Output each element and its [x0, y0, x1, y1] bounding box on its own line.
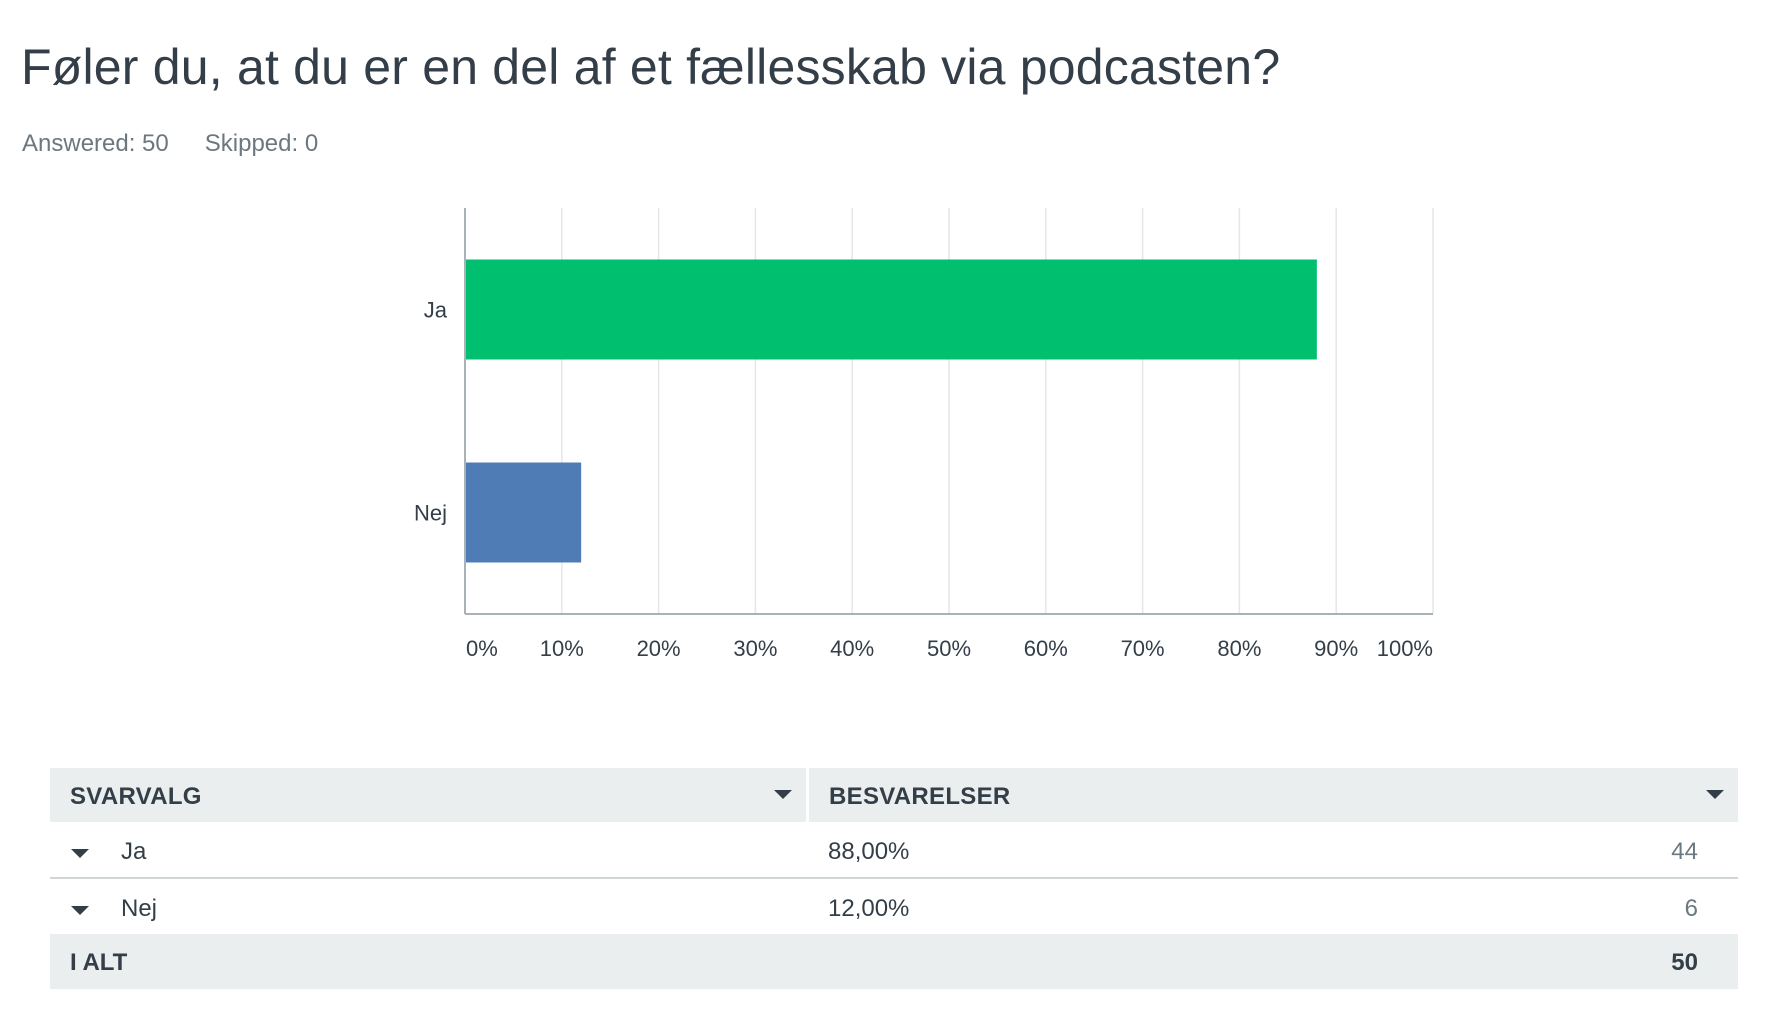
results-table: SVARVALG BESVARELSER Ja 88,00% 44 Nej 12…	[50, 768, 1738, 989]
column-header-label: SVARVALG	[70, 783, 202, 810]
x-tick-label: 40%	[830, 636, 874, 661]
table-header: SVARVALG BESVARELSER	[50, 768, 1738, 822]
answer-percent: 88,00%	[828, 838, 910, 865]
bar-chart: Ja Nej 0% 10% 20% 30% 40% 50% 60% 70% 80% 90% 100%	[414, 208, 1434, 661]
answered-count: Answered: 50	[22, 130, 169, 157]
total-label: I ALT	[70, 949, 128, 976]
x-tick-label: 30%	[733, 636, 777, 661]
column-header-svarvalg[interactable]: SVARVALG	[50, 768, 809, 822]
bar-nej	[465, 462, 582, 563]
x-tick-label: 10%	[540, 636, 584, 661]
column-header-label: BESVARELSER	[829, 783, 1011, 810]
answer-percent: 12,00%	[828, 895, 910, 922]
x-tick-label: 90%	[1314, 636, 1358, 661]
x-tick-label: 0%	[466, 636, 498, 661]
question-title: Føler du, at du er en del af et fællessk…	[21, 39, 1281, 95]
x-tick-label: 70%	[1121, 636, 1165, 661]
category-label: Nej	[414, 501, 447, 526]
x-tick-label: 20%	[637, 636, 681, 661]
column-header-besvarelser[interactable]: BESVARELSER	[809, 768, 1738, 822]
category-label: Ja	[424, 298, 448, 323]
answer-count: 6	[1684, 895, 1698, 922]
bar-ja	[465, 259, 1317, 360]
x-tick-label: 100%	[1377, 636, 1433, 661]
total-count: 50	[1671, 949, 1698, 976]
expand-caret-icon[interactable]	[71, 906, 89, 915]
answer-label: Ja	[121, 838, 147, 865]
response-stats: Answered: 50 Skipped: 0	[22, 130, 354, 158]
answer-count: 44	[1671, 838, 1698, 865]
sort-caret-icon[interactable]	[1706, 790, 1724, 799]
skipped-count: Skipped: 0	[204, 130, 319, 157]
x-tick-label: 60%	[1024, 636, 1068, 661]
sort-caret-icon[interactable]	[774, 790, 792, 799]
table-row: Nej 12,00% 6	[50, 879, 1738, 934]
table-row: Ja 88,00% 44	[50, 822, 1738, 879]
expand-caret-icon[interactable]	[71, 849, 89, 858]
table-total-row: I ALT 50	[50, 934, 1738, 989]
x-tick-label: 50%	[927, 636, 971, 661]
answer-label: Nej	[121, 895, 158, 922]
x-tick-label: 80%	[1217, 636, 1261, 661]
